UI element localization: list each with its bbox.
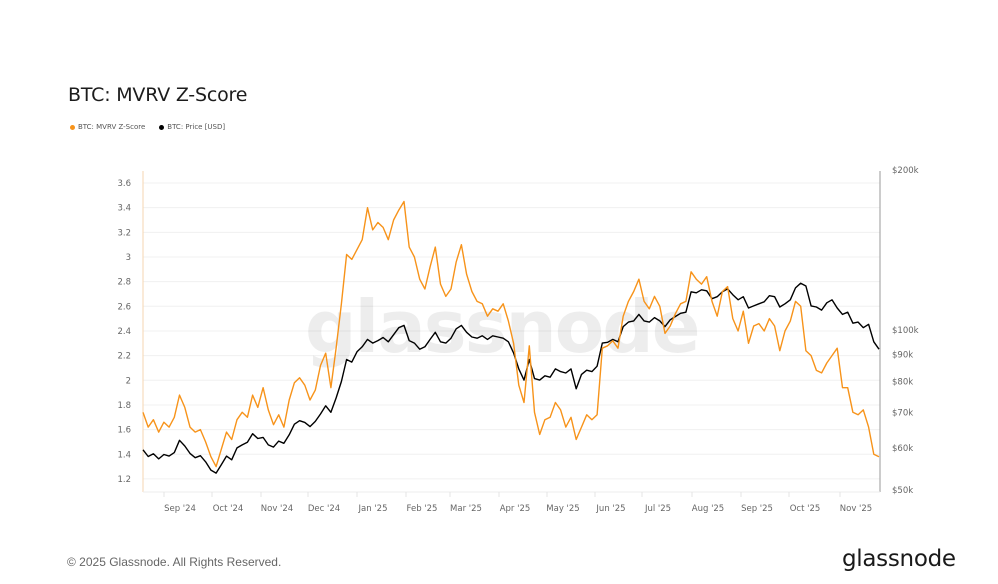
svg-text:May '25: May '25: [546, 504, 579, 514]
legend-dot-icon: [159, 124, 165, 130]
svg-text:$70k: $70k: [892, 408, 913, 418]
svg-text:Nov '24: Nov '24: [261, 504, 293, 514]
svg-text:1.8: 1.8: [117, 401, 131, 411]
svg-text:$200k: $200k: [892, 166, 919, 176]
price-line: [142, 282, 880, 474]
watermark: glassnode: [305, 285, 699, 369]
svg-text:1.2: 1.2: [117, 475, 131, 485]
svg-text:2.6: 2.6: [117, 302, 131, 312]
svg-text:Nov '25: Nov '25: [840, 504, 872, 514]
svg-text:Feb '25: Feb '25: [407, 504, 438, 514]
svg-text:$100k: $100k: [892, 326, 919, 336]
legend-item-price[interactable]: BTC: Price [USD]: [159, 123, 225, 131]
copyright-text: © 2025 Glassnode. All Rights Reserved.: [67, 555, 282, 569]
svg-text:$90k: $90k: [892, 350, 913, 360]
svg-text:Sep '25: Sep '25: [741, 504, 773, 514]
gridlines: [143, 182, 880, 480]
svg-text:3.4: 3.4: [117, 204, 131, 214]
svg-text:Aug '25: Aug '25: [692, 504, 724, 514]
svg-text:2: 2: [126, 376, 131, 386]
svg-text:Mar '25: Mar '25: [450, 504, 482, 514]
svg-text:Jun '25: Jun '25: [595, 504, 625, 514]
svg-text:Jul '25: Jul '25: [644, 504, 671, 514]
x-axis-ticks: Sep '24 Oct '24 Nov '24 Dec '24 Jan '25 Feb '…: [163, 492, 872, 514]
svg-text:1.4: 1.4: [117, 450, 131, 460]
legend-item-mvrv[interactable]: BTC: MVRV Z-Score: [70, 123, 145, 131]
svg-text:2.4: 2.4: [117, 327, 131, 337]
svg-text:$50k: $50k: [892, 486, 913, 496]
chart-title: BTC: MVRV Z-Score: [68, 84, 248, 106]
svg-text:3.6: 3.6: [117, 179, 131, 189]
svg-text:Oct '25: Oct '25: [790, 504, 821, 514]
svg-text:2.8: 2.8: [117, 278, 131, 288]
glassnode-logo: glassnode: [842, 546, 956, 572]
svg-text:$60k: $60k: [892, 444, 913, 454]
svg-text:$80k: $80k: [892, 378, 913, 388]
svg-text:3.2: 3.2: [117, 228, 131, 238]
svg-text:Sep '24: Sep '24: [164, 504, 196, 514]
svg-text:Apr '25: Apr '25: [500, 504, 531, 514]
svg-text:1.6: 1.6: [117, 426, 131, 436]
legend-label: BTC: Price [USD]: [167, 123, 226, 131]
svg-text:3: 3: [126, 253, 131, 263]
svg-text:Oct '24: Oct '24: [213, 504, 244, 514]
legend-label: BTC: MVRV Z-Score: [78, 123, 146, 131]
svg-text:Dec '24: Dec '24: [308, 504, 340, 514]
legend-dot-icon: [70, 124, 75, 130]
left-axis-ticks: 1.2 1.4 1.6 1.8 2 2.2 2.4 2.6 2.8 3 3.2 3.4 3.6: [117, 179, 131, 485]
mvrv-line: [142, 200, 880, 468]
right-axis-ticks: $50k $60k $70k $80k $90k $100k $200k: [892, 166, 919, 496]
svg-text:Jan '25: Jan '25: [358, 504, 388, 514]
chart-legend: BTC: MVRV Z-Score BTC: Price [USD]: [70, 123, 225, 131]
svg-text:2.2: 2.2: [117, 352, 131, 362]
